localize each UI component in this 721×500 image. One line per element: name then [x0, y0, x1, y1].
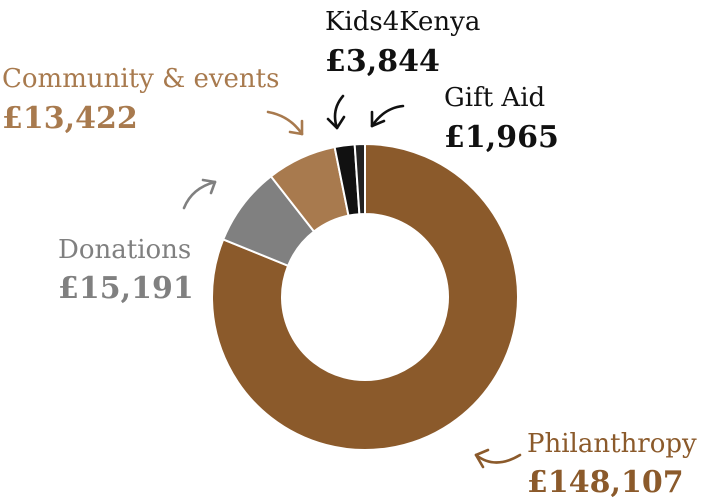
label-kids4kenya-value: £3,844 — [325, 44, 440, 79]
arrow-gift-aid-icon — [370, 104, 405, 128]
arrow-kids4kenya-icon — [326, 94, 346, 130]
label-gift-aid-value: £1,965 — [444, 120, 559, 155]
label-donations-name: Donations — [58, 235, 191, 265]
donut-slices — [211, 142, 519, 451]
slice-philanthropy — [211, 142, 519, 451]
label-community-value: £13,422 — [2, 101, 138, 136]
label-gift-aid-name: Gift Aid — [444, 83, 545, 113]
label-philanthropy-name: Philanthropy — [527, 429, 697, 459]
label-donations-value: £15,191 — [58, 271, 194, 306]
arrow-philanthropy-icon — [474, 448, 522, 469]
slice-gift-aid — [353, 142, 366, 216]
arrow-donations-icon — [182, 178, 217, 210]
label-community-name: Community & events — [2, 64, 279, 94]
label-philanthropy-value: £148,107 — [527, 465, 684, 500]
label-kids4kenya-name: Kids4Kenya — [325, 7, 480, 37]
arrow-community-icon — [266, 110, 304, 136]
